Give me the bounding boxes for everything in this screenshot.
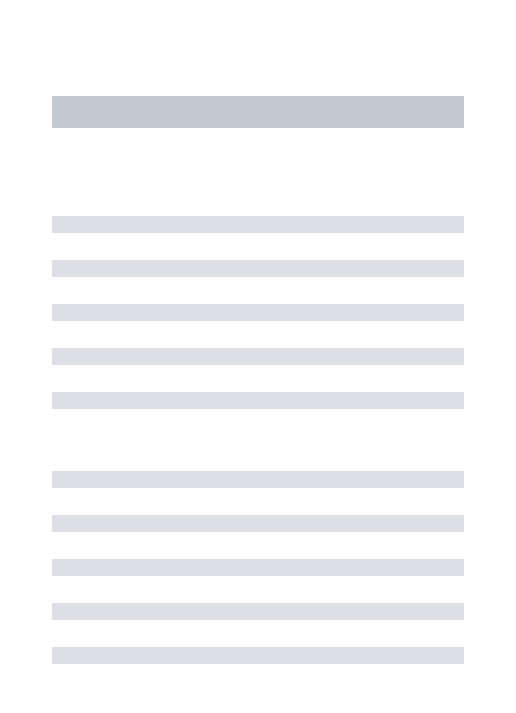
skeleton-line <box>52 260 464 277</box>
skeleton-container <box>0 0 516 713</box>
skeleton-line <box>52 304 464 321</box>
skeleton-line <box>52 348 464 365</box>
skeleton-line <box>52 559 464 576</box>
skeleton-line <box>52 216 464 233</box>
skeleton-line <box>52 515 464 532</box>
skeleton-header-bar <box>52 96 464 128</box>
skeleton-line <box>52 392 464 409</box>
skeleton-line <box>52 471 464 488</box>
skeleton-line <box>52 603 464 620</box>
skeleton-line <box>52 647 464 664</box>
